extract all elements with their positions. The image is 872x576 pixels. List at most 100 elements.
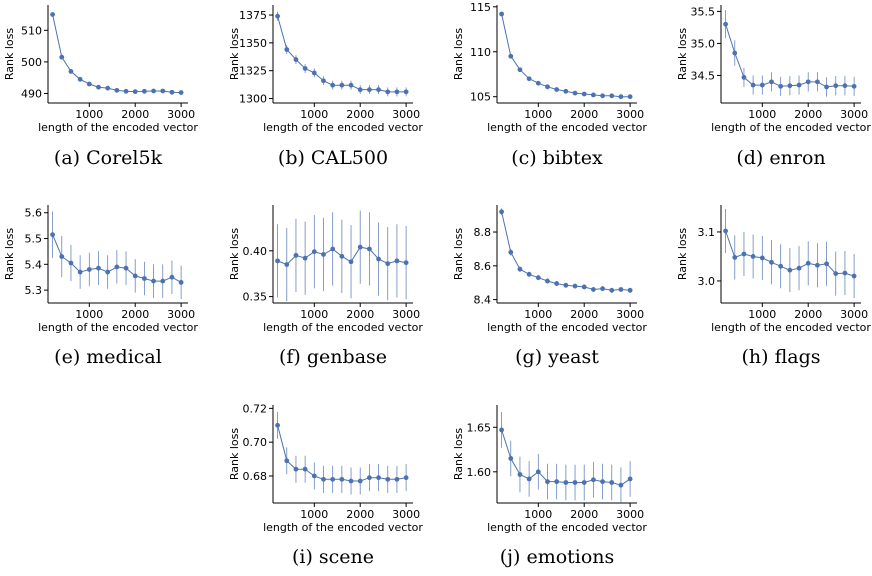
data-point [627, 287, 633, 293]
chart-panel-j: 1000 2000 3000 1.60 1.65 length of the encode… [452, 405, 647, 568]
y-axis-label: Rank loss [452, 228, 465, 280]
data-point [123, 88, 129, 94]
data-point [581, 284, 587, 290]
data-point [526, 76, 532, 82]
data-point [302, 466, 308, 472]
data-point [376, 475, 381, 481]
x-axis-label: length of the encoded vector [487, 321, 647, 334]
x-tick-label: 1000 [748, 108, 776, 121]
x-tick-label: 1000 [524, 108, 552, 121]
data-point [178, 279, 184, 285]
x-tick-label: 2000 [570, 308, 598, 321]
data-point [96, 265, 101, 271]
data-point [132, 89, 138, 95]
y-tick-label: 1325 [239, 65, 267, 78]
x-tick-label: 3000 [616, 308, 644, 321]
data-point [403, 475, 409, 481]
y-tick-label: 1300 [239, 93, 267, 106]
data-point [824, 261, 829, 267]
data-point [833, 83, 839, 89]
x-tick-label: 3000 [840, 108, 868, 121]
y-tick-label: 110 [470, 46, 491, 59]
data-point [499, 209, 504, 215]
data-point [321, 476, 326, 482]
data-point [284, 262, 290, 267]
y-axis-label: Rank loss [228, 28, 241, 80]
x-axis-label: length of the encoded vector [263, 121, 423, 134]
series-line [277, 15, 407, 93]
x-tick-label: 1000 [300, 108, 328, 121]
y-tick-label: 0.72 [243, 402, 268, 415]
data-point [833, 271, 839, 276]
data-point [732, 255, 738, 260]
data-point [132, 273, 138, 279]
y-tick-label: 1.60 [467, 466, 492, 479]
x-axis-label: length of the encoded vector [487, 121, 647, 134]
data-point [275, 13, 280, 19]
chart-panel-g: 1000 2000 3000 8.4 8.6 8.8 length of the encod… [452, 205, 647, 368]
data-point [741, 251, 747, 257]
y-tick-label: 1.65 [467, 421, 492, 434]
data-point [535, 80, 541, 86]
panel-caption: (c) bibtex [511, 147, 603, 169]
y-axis-label: Rank loss [228, 428, 241, 480]
data-point [77, 76, 83, 82]
data-point [141, 276, 147, 281]
chart-panel-h: 1000 2000 3000 3.0 3.1 length of the encoded … [676, 205, 871, 368]
data-point [805, 79, 811, 85]
data-point [851, 83, 857, 89]
data-point [572, 283, 578, 289]
chart-panel-e: 1000 2000 3000 5.3 5.4 5.5 5.6 length of the en… [3, 205, 198, 368]
data-point [572, 90, 578, 96]
data-point [178, 90, 184, 95]
chart-panel-d: 1000 2000 3000 34.5 35.0 35.5 length of the en… [676, 5, 871, 169]
data-point [339, 253, 345, 259]
x-tick-label: 3000 [616, 508, 644, 521]
data-point [59, 54, 65, 60]
data-point [563, 282, 569, 288]
data-point [627, 476, 633, 482]
panel-caption: (g) yeast [515, 346, 599, 368]
data-point [385, 89, 391, 95]
data-point [618, 94, 624, 100]
data-point [824, 84, 829, 90]
chart-panel-f: 1000 2000 3000 0.35 0.40 length of the encode… [228, 205, 423, 368]
data-point [805, 260, 811, 266]
data-point [627, 94, 633, 100]
data-point [311, 70, 317, 76]
data-point [50, 232, 55, 238]
chart-panel-a: 1000 2000 3000 490 500 510 length of the encod… [3, 5, 198, 169]
data-point [778, 263, 784, 269]
data-point [517, 67, 523, 73]
data-point [68, 260, 74, 266]
data-point [545, 84, 550, 90]
data-point [357, 87, 363, 93]
x-tick-label: 2000 [570, 108, 598, 121]
y-tick-label: 35.0 [691, 37, 716, 50]
data-point [778, 83, 784, 89]
data-point [732, 50, 738, 56]
data-point [169, 274, 175, 280]
data-point [114, 264, 120, 270]
data-point [508, 53, 514, 59]
x-tick-label: 2000 [121, 308, 149, 321]
y-tick-label: 500 [21, 56, 42, 69]
chart-panel-c: 1000 2000 3000 105 110 115 length of the encod… [452, 1, 647, 169]
data-point [339, 82, 345, 88]
series-line [501, 13, 631, 98]
data-point [769, 259, 774, 265]
data-point [609, 287, 615, 293]
x-tick-label: 3000 [392, 508, 420, 521]
data-point [105, 85, 111, 91]
data-point [366, 87, 372, 93]
panel-caption: (f) genbase [279, 346, 387, 368]
data-point [572, 480, 578, 485]
y-axis-label: Rank loss [452, 28, 465, 80]
data-point [348, 259, 354, 265]
data-point [750, 254, 756, 259]
data-point [293, 57, 299, 62]
data-point [114, 87, 120, 93]
y-tick-label: 5.5 [25, 233, 43, 246]
y-axis-label: Rank loss [228, 228, 241, 280]
